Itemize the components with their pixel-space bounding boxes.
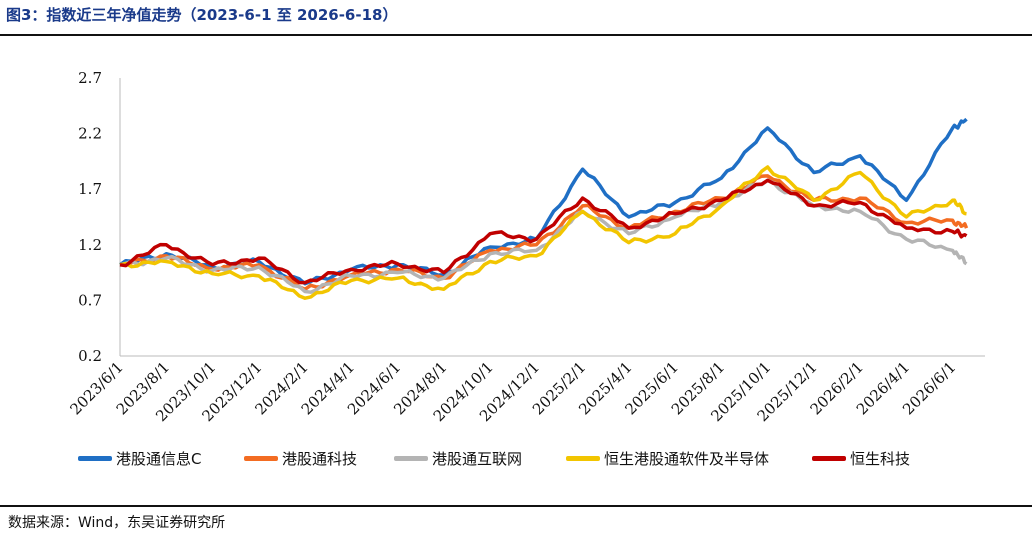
series-line-2 [119,174,969,292]
legend-item: 港股通科技 [244,448,357,469]
source-note: 数据来源：Wind，东吴证券研究所 [8,515,226,531]
series-line-5 [119,178,968,285]
legend-item: 港股通互联网 [394,448,522,469]
legend-swatch [812,456,846,461]
legend-label: 港股通科技 [282,450,358,468]
legend-swatch [244,456,278,461]
legend-item: 恒生港股通软件及半导体 [566,448,769,469]
legend-label: 恒生科技 [850,450,911,468]
y-tick-label: 2.7 [78,69,102,87]
legend-label: 港股通信息C [116,450,202,468]
y-tick-label: 2.2 [78,125,102,143]
y-tick-label: 1.7 [78,180,102,198]
legend-item: 恒生科技 [812,448,910,469]
bottom-rule [0,505,1032,507]
legend-label: 港股通互联网 [432,450,523,468]
chart-legend: 港股通信息C 港股通科技 港股通互联网 恒生港股通软件及半导体 恒生科技 [0,448,1032,474]
series-line-1 [118,117,968,286]
figure-title: 图3：指数近三年净值走势（2023-6-1 至 2026-6-18） [6,6,398,24]
legend-swatch [566,456,600,461]
legend-swatch [78,456,112,461]
legend-item: 港股通信息C [78,448,201,469]
legend-swatch [394,456,428,461]
series-line-4 [119,165,967,300]
series-line-3 [119,178,968,294]
y-tick-label: 1.2 [78,236,102,254]
y-tick-label: 0.2 [78,347,102,365]
legend-label: 恒生港股通软件及半导体 [604,450,770,468]
top-rule [0,34,1032,36]
line-chart: 0.20.71.21.72.22.72023/6/12023/8/12023/1… [66,69,985,425]
y-tick-label: 0.7 [78,291,102,309]
